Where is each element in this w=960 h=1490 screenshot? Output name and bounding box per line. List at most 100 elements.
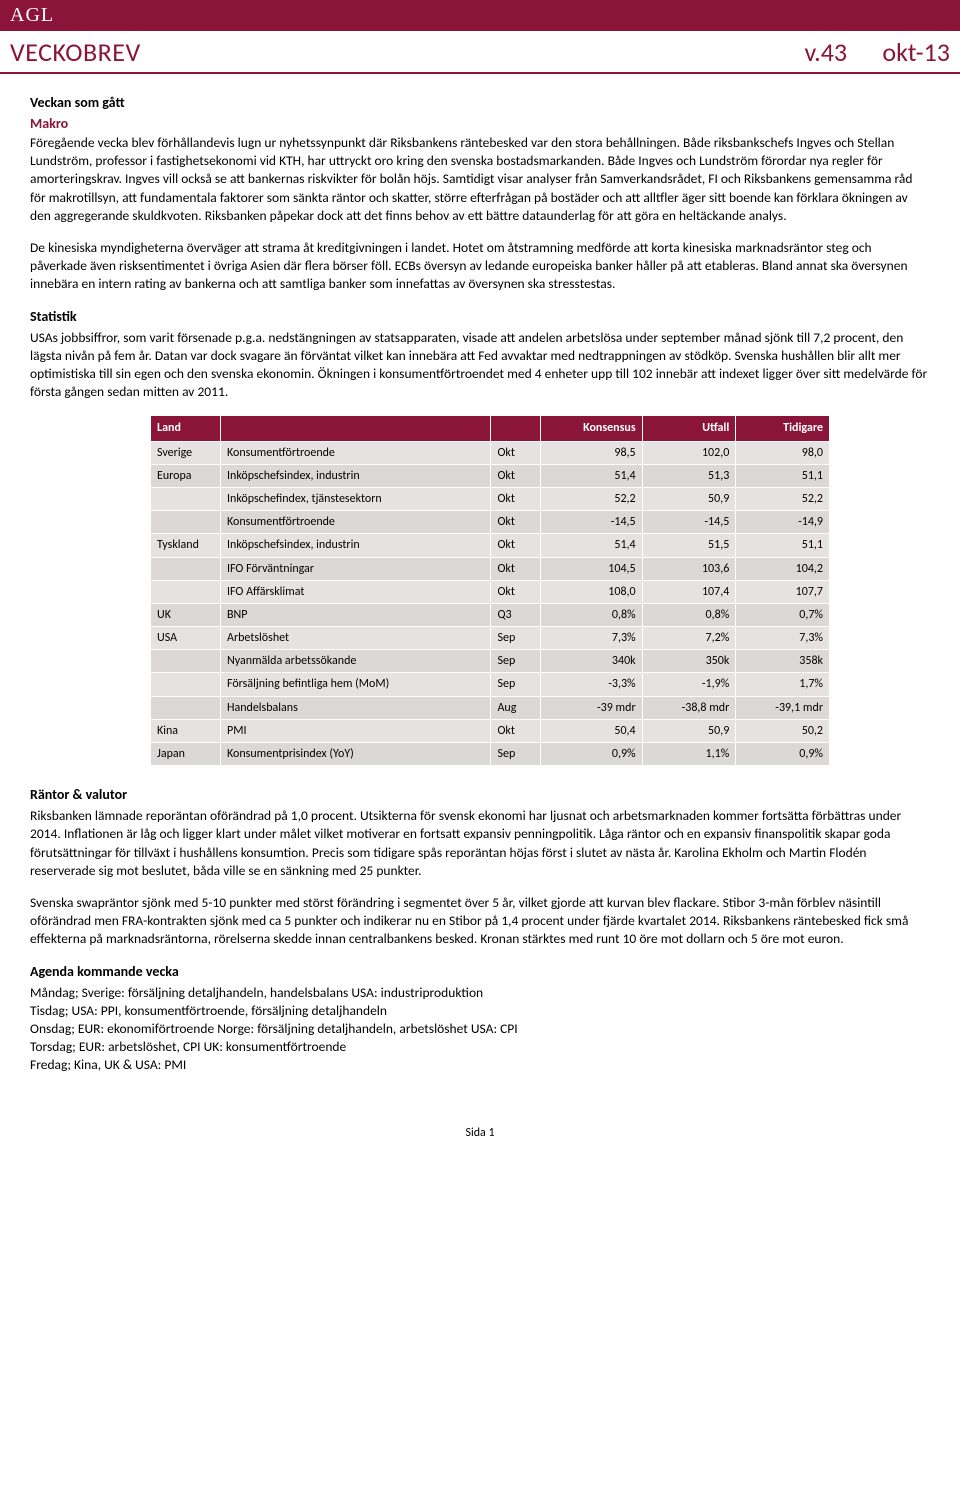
table-cell: Arbetslöshet [221,627,491,650]
table-row: KonsumentförtroendeOkt-14,5-14,5-14,9 [151,511,830,534]
table-cell: PMI [221,719,491,742]
table-cell: Sep [491,627,541,650]
table-cell: 52,2 [736,487,830,510]
th-indikator [221,416,491,441]
table-cell: 0,8% [541,603,642,626]
rantor-p2: Svenska swapräntor sjönk med 5-10 punkte… [30,894,930,949]
agenda-tue: Tisdag; USA: PPI, konsumentförtroende, f… [30,1002,930,1020]
th-konsensus: Konsensus [541,416,642,441]
table-cell: 51,1 [736,534,830,557]
rantor-title: Räntor & valutor [30,786,930,805]
table-cell: 51,5 [642,534,736,557]
table-cell: Japan [151,743,221,766]
table-cell [151,696,221,719]
makro-title: Makro [30,115,930,134]
table-cell: 0,7% [736,603,830,626]
table-cell: Sep [491,743,541,766]
table-cell: 104,2 [736,557,830,580]
logo-bar: AGL [0,0,960,31]
table-row: IFO FörväntningarOkt104,5103,6104,2 [151,557,830,580]
table-cell: -14,9 [736,511,830,534]
table-row: UKBNPQ30,8%0,8%0,7% [151,603,830,626]
table-cell: Konsumentprisindex (YoY) [221,743,491,766]
table-cell: Q3 [491,603,541,626]
table-cell: BNP [221,603,491,626]
table-cell [151,650,221,673]
table-cell [151,487,221,510]
table-cell: 1,7% [736,673,830,696]
table-cell: Okt [491,580,541,603]
table-row: TysklandInköpschefsindex, industrinOkt51… [151,534,830,557]
table-cell: 7,3% [541,627,642,650]
table-cell: IFO Förväntningar [221,557,491,580]
th-tidigare: Tidigare [736,416,830,441]
table-cell: 358k [736,650,830,673]
makro-p1: Föregående vecka blev förhållandevis lug… [30,134,930,225]
table-cell: -39,1 mdr [736,696,830,719]
table-cell: 98,0 [736,441,830,464]
header-date: okt-13 [882,36,950,68]
table-cell: USA [151,627,221,650]
table-cell: Okt [491,719,541,742]
table-cell [151,580,221,603]
th-land: Land [151,416,221,441]
table-cell: Inköpschefsindex, industrin [221,464,491,487]
table-cell: 350k [642,650,736,673]
table-cell: 50,4 [541,719,642,742]
table-cell: -14,5 [541,511,642,534]
table-cell: 50,2 [736,719,830,742]
table-cell: -3,3% [541,673,642,696]
table-cell: Okt [491,534,541,557]
veckan-title: Veckan som gått [30,94,930,113]
header-title: VECKOBREV [10,35,141,70]
table-cell [151,673,221,696]
table-cell: Handelsbalans [221,696,491,719]
logo-text: AGL [10,4,54,26]
table-cell: 107,4 [642,580,736,603]
table-cell: 0,9% [541,743,642,766]
table-cell: Konsumentförtroende [221,511,491,534]
table-cell: -39 mdr [541,696,642,719]
table-row: EuropaInköpschefsindex, industrinOkt51,4… [151,464,830,487]
table-cell: 7,3% [736,627,830,650]
table-cell: 108,0 [541,580,642,603]
th-utfall: Utfall [642,416,736,441]
table-cell: 1,1% [642,743,736,766]
table-row: IFO AffärsklimatOkt108,0107,4107,7 [151,580,830,603]
table-cell [151,511,221,534]
table-cell: -14,5 [642,511,736,534]
table-cell: Inköpschefindex, tjänstesektorn [221,487,491,510]
table-cell: Sverige [151,441,221,464]
table-row: SverigeKonsumentförtroendeOkt98,5102,098… [151,441,830,464]
table-cell: Tyskland [151,534,221,557]
table-cell: UK [151,603,221,626]
table-cell: Europa [151,464,221,487]
statistik-title: Statistik [30,308,930,327]
agenda-thu: Torsdag; EUR: arbetslöshet, CPI UK: kons… [30,1038,930,1056]
table-cell: 340k [541,650,642,673]
statistics-table: Land Konsensus Utfall Tidigare SverigeKo… [150,415,830,766]
agenda-mon: Måndag; Sverige: försäljning detaljhande… [30,984,930,1002]
table-cell: 103,6 [642,557,736,580]
page-footer: Sida 1 [0,1125,960,1151]
table-cell: -38,8 mdr [642,696,736,719]
table-row: HandelsbalansAug-39 mdr-38,8 mdr-39,1 md… [151,696,830,719]
agenda-fri: Fredag; Kina, UK & USA: PMI [30,1056,930,1074]
makro-p2: De kinesiska myndigheterna överväger att… [30,239,930,294]
table-cell: 107,7 [736,580,830,603]
table-cell: 102,0 [642,441,736,464]
table-cell [151,557,221,580]
statistics-table-wrap: Land Konsensus Utfall Tidigare SverigeKo… [150,415,830,766]
table-cell: 104,5 [541,557,642,580]
th-period [491,416,541,441]
table-cell: Okt [491,487,541,510]
table-cell: 52,2 [541,487,642,510]
table-cell: 51,3 [642,464,736,487]
statistik-p1: USAs jobbsiffror, som varit försenade p.… [30,329,930,402]
table-cell: 7,2% [642,627,736,650]
table-cell: 50,9 [642,719,736,742]
table-cell: Okt [491,557,541,580]
table-cell: 0,9% [736,743,830,766]
table-cell: -1,9% [642,673,736,696]
table-cell: Nyanmälda arbetssökande [221,650,491,673]
